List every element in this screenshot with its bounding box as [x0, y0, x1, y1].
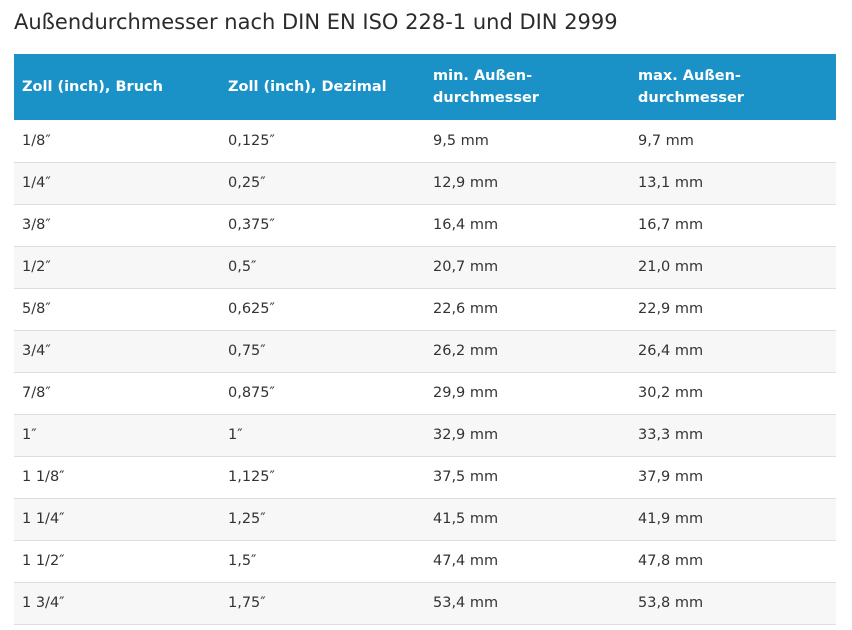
- cell-min-diameter: 29,9 mm: [433, 385, 499, 401]
- cell-decimal: 1,75″: [228, 595, 266, 611]
- table-row: 1 1/4″ 1,25″ 41,5 mm 41,9 mm: [14, 498, 836, 540]
- cell-fraction: 1 3/4″: [22, 595, 65, 611]
- cell-min-diameter: 37,5 mm: [433, 469, 499, 485]
- table-row: 1 1/2″ 1,5″ 47,4 mm 47,8 mm: [14, 540, 836, 582]
- cell-fraction: 1″: [22, 427, 37, 443]
- cell-min-diameter: 22,6 mm: [433, 301, 499, 317]
- cell-fraction: 7/8″: [22, 385, 51, 401]
- header-min-diameter-line2: durchmesser: [433, 90, 539, 106]
- cell-decimal: 0,5″: [228, 259, 257, 275]
- cell-fraction: 3/4″: [22, 343, 51, 359]
- cell-max-diameter: 22,9 mm: [638, 301, 704, 317]
- header-decimal: Zoll (inch), Dezimal: [220, 54, 425, 120]
- cell-max-diameter: 16,7 mm: [638, 217, 704, 233]
- header-min-diameter: min. Außen- durchmesser: [425, 54, 630, 120]
- cell-decimal: 1,25″: [228, 511, 266, 527]
- cell-max-diameter: 47,8 mm: [638, 553, 704, 569]
- header-decimal-label: Zoll (inch), Dezimal: [228, 79, 387, 95]
- cell-max-diameter: 33,3 mm: [638, 427, 704, 443]
- table-row: 1 1/8″ 1,125″ 37,5 mm 37,9 mm: [14, 456, 836, 498]
- cell-fraction: 1 1/4″: [22, 511, 65, 527]
- cell-decimal: 1,5″: [228, 553, 257, 569]
- cell-min-diameter: 41,5 mm: [433, 511, 499, 527]
- cell-max-diameter: 37,9 mm: [638, 469, 704, 485]
- cell-decimal: 0,625″: [228, 301, 275, 317]
- diameter-table: Zoll (inch), Bruch Zoll (inch), Dezimal …: [14, 54, 836, 625]
- cell-min-diameter: 47,4 mm: [433, 553, 499, 569]
- cell-max-diameter: 21,0 mm: [638, 259, 704, 275]
- cell-min-diameter: 16,4 mm: [433, 217, 499, 233]
- cell-min-diameter: 20,7 mm: [433, 259, 499, 275]
- table-header: Zoll (inch), Bruch Zoll (inch), Dezimal …: [14, 54, 836, 120]
- cell-max-diameter: 9,7 mm: [638, 132, 694, 149]
- page-title: Außendurchmesser nach DIN EN ISO 228-1 u…: [14, 10, 618, 34]
- header-fraction: Zoll (inch), Bruch: [14, 54, 220, 120]
- cell-max-diameter: 30,2 mm: [638, 385, 704, 401]
- cell-fraction: 1/8″: [22, 132, 51, 149]
- table-row: 7/8″ 0,875″ 29,9 mm 30,2 mm: [14, 372, 836, 414]
- header-row: Zoll (inch), Bruch Zoll (inch), Dezimal …: [14, 54, 836, 120]
- cell-max-diameter: 13,1 mm: [638, 175, 704, 191]
- cell-max-diameter: 53,8 mm: [638, 595, 704, 611]
- cell-decimal: 0,125″: [228, 132, 275, 149]
- cell-decimal: 0,875″: [228, 385, 275, 401]
- header-max-diameter: max. Außen- durchmesser: [630, 54, 836, 120]
- table-row: 1 3/4″ 1,75″ 53,4 mm 53,8 mm: [14, 582, 836, 624]
- cell-min-diameter: 12,9 mm: [433, 175, 499, 191]
- table-body: 1/8″ 0,125″ 9,5 mm 9,7 mm 1/4″ 0,25″ 12,9 mm 13…: [14, 120, 836, 624]
- table-row: 5/8″ 0,625″ 22,6 mm 22,9 mm: [14, 288, 836, 330]
- cell-max-diameter: 26,4 mm: [638, 343, 704, 359]
- table-row: 1/4″ 0,25″ 12,9 mm 13,1 mm: [14, 162, 836, 204]
- cell-decimal: 0,375″: [228, 217, 275, 233]
- cell-max-diameter: 41,9 mm: [638, 511, 704, 527]
- cell-min-diameter: 26,2 mm: [433, 343, 499, 359]
- cell-fraction: 1/2″: [22, 259, 51, 275]
- header-min-diameter-line1: min. Außen-: [433, 68, 533, 84]
- table-row: 1″ 1″ 32,9 mm 33,3 mm: [14, 414, 836, 456]
- cell-decimal: 0,25″: [228, 175, 266, 191]
- cell-fraction: 3/8″: [22, 217, 51, 233]
- table-row: 3/8″ 0,375″ 16,4 mm 16,7 mm: [14, 204, 836, 246]
- cell-min-diameter: 53,4 mm: [433, 595, 499, 611]
- cell-min-diameter: 32,9 mm: [433, 427, 499, 443]
- cell-decimal: 1,125″: [228, 469, 275, 485]
- cell-fraction: 1 1/8″: [22, 469, 65, 485]
- cell-decimal: 0,75″: [228, 343, 266, 359]
- cell-fraction: 1/4″: [22, 175, 51, 191]
- cell-decimal: 1″: [228, 427, 243, 443]
- header-max-diameter-line1: max. Außen-: [638, 68, 741, 84]
- header-fraction-label: Zoll (inch), Bruch: [22, 79, 163, 95]
- table-row: 1/8″ 0,125″ 9,5 mm 9,7 mm: [14, 120, 836, 162]
- header-max-diameter-line2: durchmesser: [638, 90, 744, 106]
- cell-min-diameter: 9,5 mm: [433, 132, 489, 149]
- table-row: 1/2″ 0,5″ 20,7 mm 21,0 mm: [14, 246, 836, 288]
- cell-fraction: 5/8″: [22, 301, 51, 317]
- cell-fraction: 1 1/2″: [22, 553, 65, 569]
- table-row: 3/4″ 0,75″ 26,2 mm 26,4 mm: [14, 330, 836, 372]
